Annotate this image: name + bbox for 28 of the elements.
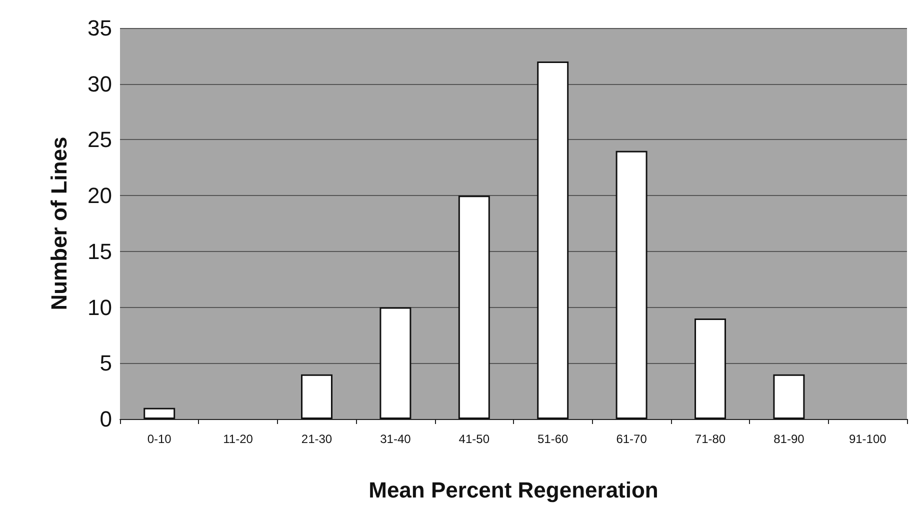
x-tick-label: 11-20 xyxy=(223,432,254,446)
bar xyxy=(773,374,805,419)
y-tick-label: 35 xyxy=(88,16,112,40)
x-tick-label: 81-90 xyxy=(774,432,805,446)
bar xyxy=(380,307,412,419)
x-tick-label: 51-60 xyxy=(538,432,569,446)
bar xyxy=(616,150,648,419)
bar xyxy=(144,408,176,419)
bar xyxy=(458,196,490,419)
x-tick-label: 21-30 xyxy=(301,432,332,446)
y-tick-label: 15 xyxy=(88,238,112,264)
x-tick-label: 41-50 xyxy=(458,432,490,446)
y-tick-label: 25 xyxy=(88,127,112,152)
y-tick-label: 30 xyxy=(88,71,112,96)
x-tick-label: 61-70 xyxy=(616,432,648,446)
bar xyxy=(537,62,569,419)
y-tick-label: 0 xyxy=(100,406,112,432)
y-tick-label: 5 xyxy=(100,350,112,376)
y-tick-label: 10 xyxy=(88,294,112,320)
y-axis-title: Number of Lines xyxy=(46,136,72,310)
bar xyxy=(301,374,332,419)
x-tick-label: 0-10 xyxy=(147,432,172,446)
x-tick-label: 31-40 xyxy=(380,432,412,446)
x-axis-title: Mean Percent Regeneration xyxy=(368,478,658,502)
bar xyxy=(694,318,726,419)
y-tick-label: 20 xyxy=(88,183,112,208)
x-tick-label: 71-80 xyxy=(694,432,726,446)
x-tick-label: 91-100 xyxy=(848,432,887,446)
